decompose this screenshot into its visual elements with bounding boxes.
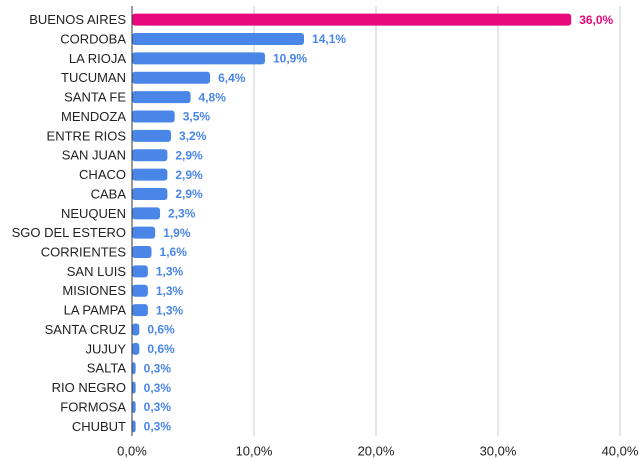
value-label: 10,9% xyxy=(273,52,307,66)
value-label: 0,3% xyxy=(144,361,172,375)
value-label: 4,8% xyxy=(199,90,227,104)
bar xyxy=(132,284,148,297)
bar xyxy=(132,110,175,123)
bar xyxy=(132,362,136,375)
y-tick-label: JUJUY xyxy=(86,341,127,356)
value-label: 36,0% xyxy=(579,13,613,27)
y-tick-label: MENDOZA xyxy=(61,109,126,124)
x-tick-label: 20,0% xyxy=(358,443,395,458)
bar xyxy=(132,149,168,162)
y-tick-label: CHACO xyxy=(79,167,126,182)
value-label: 0,6% xyxy=(147,342,175,356)
value-label: 2,3% xyxy=(168,206,196,220)
x-tick-label: 40,0% xyxy=(602,443,639,458)
y-tick-label: SGO DEL ESTERO xyxy=(12,225,126,240)
y-tick-label: LA RIOJA xyxy=(69,51,126,66)
value-label: 2,9% xyxy=(175,168,203,182)
bar xyxy=(132,342,140,355)
value-label: 0,3% xyxy=(144,381,172,395)
value-label: 2,9% xyxy=(175,148,203,162)
value-label: 0,3% xyxy=(144,400,172,414)
bar xyxy=(132,168,168,181)
bar xyxy=(132,400,136,413)
x-tick-label: 0,0% xyxy=(117,443,147,458)
y-tick-label: CORRIENTES xyxy=(41,244,127,259)
bar xyxy=(132,71,211,84)
bar xyxy=(132,420,136,433)
y-tick-label: RIO NEGRO xyxy=(52,380,126,395)
value-label: 14,1% xyxy=(312,32,346,46)
y-tick-label: SAN LUIS xyxy=(67,264,127,279)
y-tick-label: FORMOSA xyxy=(60,399,126,414)
value-label: 6,4% xyxy=(218,71,246,85)
x-tick-label: 10,0% xyxy=(236,443,273,458)
y-tick-label: CABA xyxy=(91,186,127,201)
bar xyxy=(132,246,152,259)
y-tick-label: CORDOBA xyxy=(60,31,126,46)
value-label: 0,6% xyxy=(147,323,175,337)
y-tick-label: MISIONES xyxy=(62,283,126,298)
bar xyxy=(132,91,191,104)
y-tick-label: TUCUMAN xyxy=(61,70,126,85)
value-label: 1,3% xyxy=(156,284,184,298)
bar xyxy=(132,226,156,239)
y-tick-label: SANTA CRUZ xyxy=(45,322,126,337)
bar xyxy=(132,187,168,200)
y-tick-label: CHUBUT xyxy=(72,419,126,434)
x-tick-label: 30,0% xyxy=(480,443,517,458)
bar xyxy=(132,207,161,220)
bar xyxy=(132,381,136,394)
y-tick-label: LA PAMPA xyxy=(64,303,127,318)
y-tick-label: SALTA xyxy=(87,361,127,376)
y-tick-label: SAN JUAN xyxy=(62,148,126,163)
value-label: 1,3% xyxy=(156,265,184,279)
value-label: 1,6% xyxy=(160,245,188,259)
bar xyxy=(132,304,148,317)
value-label: 3,2% xyxy=(179,129,207,143)
bar xyxy=(132,33,305,46)
value-label: 0,3% xyxy=(144,419,172,433)
value-label: 2,9% xyxy=(175,187,203,201)
y-tick-label: ENTRE RIOS xyxy=(47,128,127,143)
bar xyxy=(132,52,265,65)
bar xyxy=(132,323,140,336)
value-label: 1,3% xyxy=(156,303,184,317)
bar xyxy=(132,129,172,142)
bar xyxy=(132,265,148,278)
value-label: 1,9% xyxy=(163,226,191,240)
bar xyxy=(132,13,572,26)
y-tick-label: NEUQUEN xyxy=(61,206,126,221)
y-tick-label: SANTA FE xyxy=(64,90,126,105)
value-label: 3,5% xyxy=(183,110,211,124)
y-tick-label: BUENOS AIRES xyxy=(29,12,126,27)
